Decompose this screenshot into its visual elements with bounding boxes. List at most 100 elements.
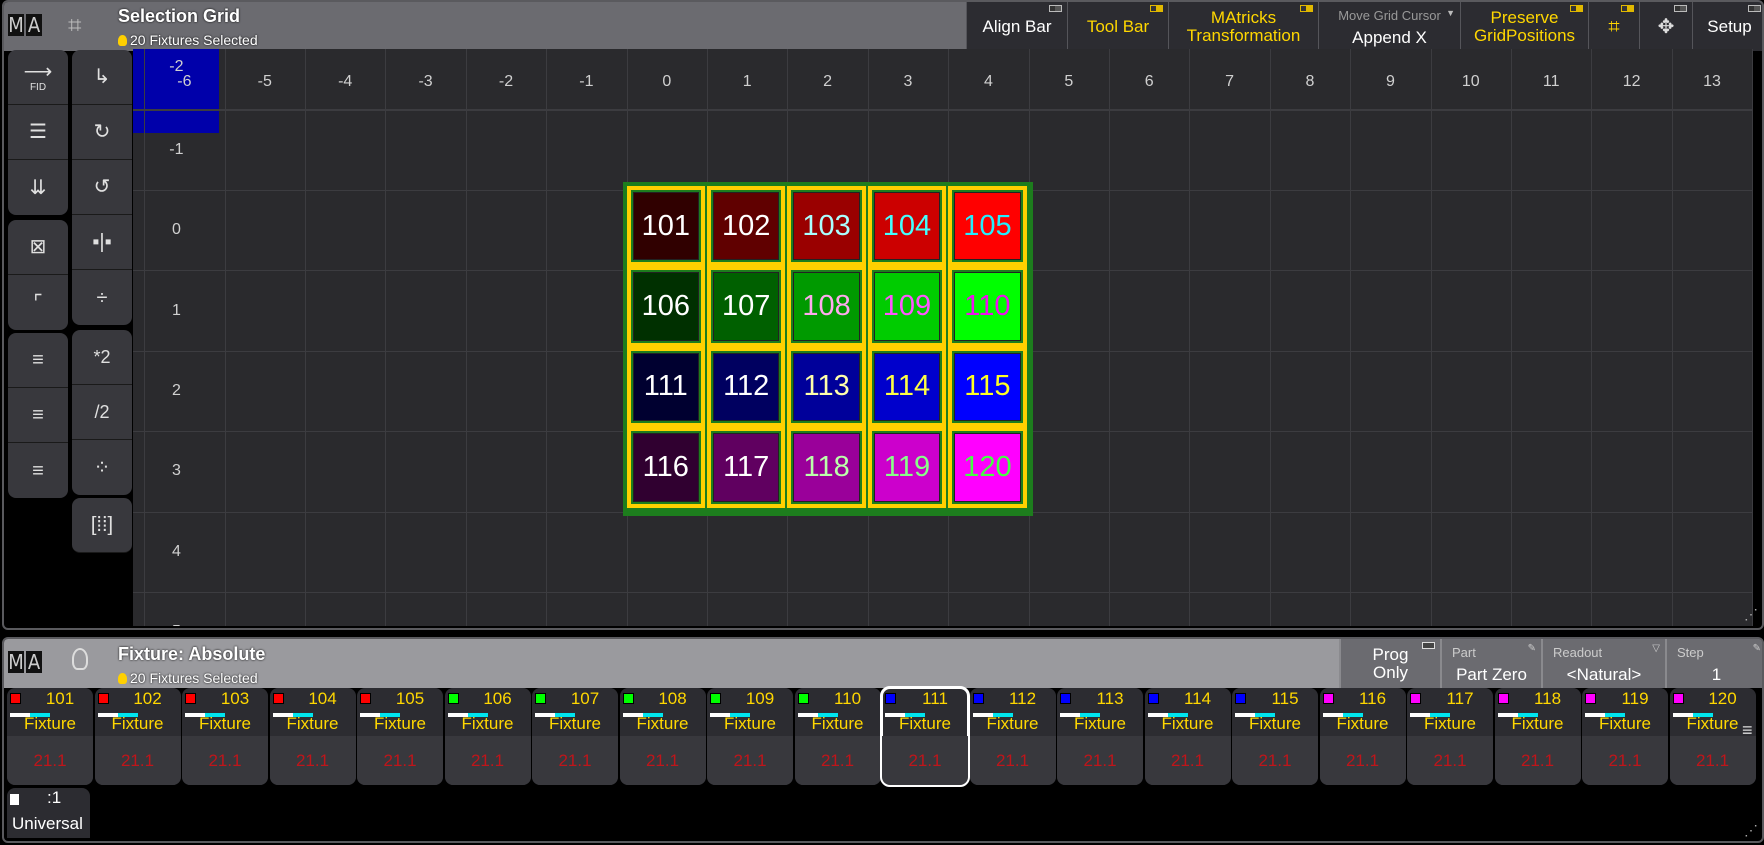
- fixture-cell-120[interactable]: 120: [948, 427, 1027, 508]
- fixture-id: 116: [642, 450, 689, 483]
- fixture-tile-113[interactable]: 113 Fixture 21.1: [1057, 688, 1143, 785]
- tool-align-right-icon-button[interactable]: ≡: [8, 443, 68, 498]
- button-label-line: GridPositions: [1473, 25, 1576, 45]
- fixture-tile-105[interactable]: 105 Fixture 21.1: [357, 688, 443, 785]
- fixture-cell-115[interactable]: 115: [948, 346, 1027, 428]
- sheet-button-readout[interactable]: Readout <Natural> ▽: [1541, 639, 1665, 688]
- sheet-scroll-handle[interactable]: ≡: [1742, 720, 1753, 740]
- top-button-append-x[interactable]: Move Grid Cursor ▼ Append X: [1318, 2, 1460, 51]
- tool-align-left-icon-button[interactable]: ≡: [8, 333, 68, 388]
- fixture-cell-119[interactable]: 119: [867, 427, 947, 508]
- fixture-cell-110[interactable]: 110: [948, 266, 1027, 347]
- tool-split-vertical-icon-button[interactable]: ▪|▪: [72, 215, 132, 270]
- fixture-cell-112[interactable]: 112: [707, 346, 786, 428]
- fixture-color-swatch: [535, 693, 546, 704]
- fixture-tile-115[interactable]: 115 Fixture 21.1: [1232, 688, 1318, 785]
- top-button-move-arrows-icon[interactable]: ✥: [1639, 2, 1692, 51]
- fixture-cell-114[interactable]: 114: [867, 346, 947, 428]
- top-button-tool-bar[interactable]: Tool Bar: [1067, 2, 1168, 51]
- fixture-cell-107[interactable]: 107: [707, 266, 786, 347]
- fixture-value: 21.1: [1170, 750, 1205, 770]
- top-button-setup[interactable]: Setup: [1692, 2, 1762, 51]
- fixture-cell-117[interactable]: 117: [707, 427, 786, 508]
- fixture-tile-106[interactable]: 106 Fixture 21.1: [444, 688, 531, 785]
- universal-tile[interactable]: :1 Universal: [7, 788, 90, 838]
- fixture-tile-111[interactable]: 111 Fixture 21.1: [880, 686, 970, 787]
- resize-grip-icon[interactable]: ⋰: [1744, 606, 1758, 622]
- fixture-tile-117[interactable]: 117 Fixture 21.1: [1407, 688, 1493, 785]
- tool-checker-icon-button[interactable]: ⁘: [72, 440, 132, 495]
- fixture-color-swatch: [1147, 693, 1159, 704]
- fixture-id: 108: [802, 290, 851, 323]
- fixture-cell-103[interactable]: 103: [787, 186, 866, 267]
- tool-split-horizontal-icon-button[interactable]: ÷: [72, 270, 132, 325]
- selection-count: 20 Fixtures Selected: [118, 670, 258, 686]
- button-value: 1: [1711, 664, 1722, 684]
- top-button-matricks-transformation[interactable]: MAtricks Transformation: [1168, 2, 1318, 51]
- fixture-cell-101[interactable]: 101: [626, 186, 705, 267]
- grid-line: [465, 49, 467, 626]
- tool-align-center-icon-button[interactable]: ≡: [8, 388, 68, 443]
- fixture-cell-106[interactable]: 106: [626, 266, 705, 347]
- fixture-tile-116[interactable]: 116 Fixture 21.1: [1319, 688, 1406, 785]
- sheet-button-step[interactable]: Step 1 ✎: [1665, 639, 1762, 688]
- fixture-cell-116[interactable]: 116: [626, 427, 705, 508]
- fixture-id: 118: [803, 450, 850, 483]
- tool-compress-icon-button[interactable]: ⊠: [8, 220, 68, 275]
- column-label: 12: [1622, 73, 1641, 90]
- tool-arrows-down-icon-button[interactable]: ⇊: [8, 160, 68, 215]
- selection-grid-canvas[interactable]: -6-5-4-3-2-1012345678910111213-2-1012345…: [133, 49, 1753, 626]
- fixture-value-cell: 21.1: [94, 736, 181, 785]
- checker-icon: ⁘: [93, 456, 111, 479]
- tool-button-2-button[interactable]: /2: [72, 385, 132, 440]
- fixture-cell-118[interactable]: 118: [787, 427, 866, 508]
- fixture-cell-113[interactable]: 113: [787, 346, 866, 428]
- fixture-tile-112[interactable]: 112 Fixture 21.1: [969, 688, 1056, 785]
- fixture-fill: 112: [713, 352, 780, 422]
- fixture-value-cell: 21.1: [1057, 736, 1143, 785]
- fixture-id: 114: [883, 370, 931, 403]
- tool-bracket-dots-icon-button[interactable]: [⁞⁞]: [72, 498, 132, 553]
- sheet-button-part[interactable]: Part Part Zero ✎: [1440, 639, 1541, 688]
- fixture-value-cell: 21.1: [1232, 736, 1318, 785]
- fixture-cell-108[interactable]: 108: [787, 266, 866, 347]
- fixture-tile-108[interactable]: 108 Fixture 21.1: [619, 688, 706, 785]
- fixture-tile-109[interactable]: 109 Fixture 21.1: [707, 688, 793, 785]
- fixture-cell-105[interactable]: 105: [948, 186, 1027, 267]
- fixture-tile-103[interactable]: 103 Fixture 21.1: [182, 688, 268, 785]
- tool-corner-arrow-icon-button[interactable]: ⌜: [8, 275, 68, 330]
- top-button-preserve-gridpositions[interactable]: Preserve GridPositions: [1460, 2, 1588, 51]
- fixture-tile-118[interactable]: 118 Fixture 21.1: [1494, 688, 1581, 785]
- fixture-name: Fixture: [636, 714, 689, 733]
- fixture-tile-110[interactable]: 110 Fixture 21.1: [794, 688, 881, 785]
- tool-flip-icon-button[interactable]: ↳: [72, 50, 132, 105]
- tool-rotate-cw-icon-button[interactable]: ↻: [72, 105, 132, 160]
- fixture-cell-111[interactable]: 111: [626, 346, 705, 428]
- fixture-tile-114[interactable]: 114 Fixture 21.1: [1144, 688, 1231, 785]
- top-button-eye-grid-icon[interactable]: ⌗: [1588, 2, 1639, 51]
- fixture-tile-101[interactable]: 101 Fixture 21.1: [7, 688, 93, 785]
- fixture-tile-104[interactable]: 104 Fixture 21.1: [269, 688, 356, 785]
- resize-grip-icon[interactable]: ⋰: [1744, 822, 1758, 838]
- tool-button-2-button[interactable]: *2: [72, 330, 132, 385]
- sheet-button-prog[interactable]: Prog Only: [1339, 639, 1440, 688]
- fixture-tile-119[interactable]: 119 Fixture 21.1: [1582, 688, 1668, 785]
- row-label: -1: [169, 140, 184, 158]
- fixture-level-bar: [447, 713, 488, 717]
- fixture-tile-120[interactable]: 120 Fixture 21.1: [1669, 688, 1756, 785]
- fixture-tile-102[interactable]: 102 Fixture 21.1: [94, 688, 181, 785]
- universal-id: :1: [47, 788, 62, 807]
- fixture-cell-102[interactable]: 102: [707, 186, 786, 267]
- fixture-level-bar: [1410, 713, 1450, 717]
- top-button-align-bar[interactable]: Align Bar: [966, 2, 1067, 51]
- fixture-tile-107[interactable]: 107 Fixture 21.1: [532, 688, 618, 785]
- tool-arrows-right-icon-button[interactable]: ☰: [8, 105, 68, 160]
- fixture-cell-109[interactable]: 109: [867, 266, 947, 347]
- tool-rotate-ccw-icon-button[interactable]: ↺: [72, 160, 132, 215]
- fixture-id: 113: [803, 370, 850, 403]
- fixture-color-swatch: [1497, 693, 1509, 704]
- fixture-cell-104[interactable]: 104: [867, 186, 947, 267]
- tool-arrow-right-icon-button[interactable]: ⟶ FID: [8, 50, 68, 105]
